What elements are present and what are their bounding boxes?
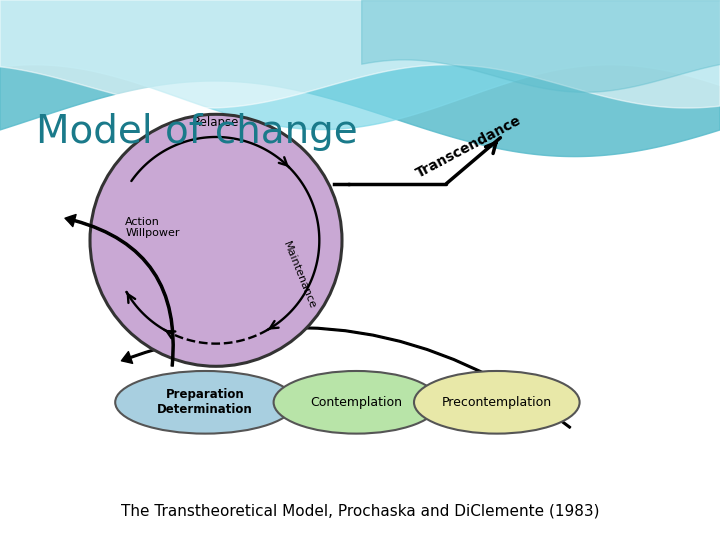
Text: Transcendance: Transcendance	[414, 113, 524, 181]
Text: The Transtheoretical Model, Prochaska and DiClemente (1983): The Transtheoretical Model, Prochaska an…	[121, 503, 599, 518]
Text: Precontemplation: Precontemplation	[442, 396, 552, 409]
Text: Preparation
Determination: Preparation Determination	[158, 388, 253, 416]
Text: Contemplation: Contemplation	[310, 396, 402, 409]
Text: Relapse: Relapse	[193, 117, 239, 130]
Ellipse shape	[274, 371, 439, 434]
Text: Maintenance: Maintenance	[282, 240, 318, 311]
FancyArrowPatch shape	[122, 327, 571, 428]
FancyArrowPatch shape	[65, 214, 174, 366]
Text: Model of change: Model of change	[36, 113, 358, 151]
Text: Action
Willpower: Action Willpower	[125, 217, 180, 239]
Ellipse shape	[90, 114, 342, 366]
Ellipse shape	[414, 371, 580, 434]
Ellipse shape	[115, 371, 295, 434]
